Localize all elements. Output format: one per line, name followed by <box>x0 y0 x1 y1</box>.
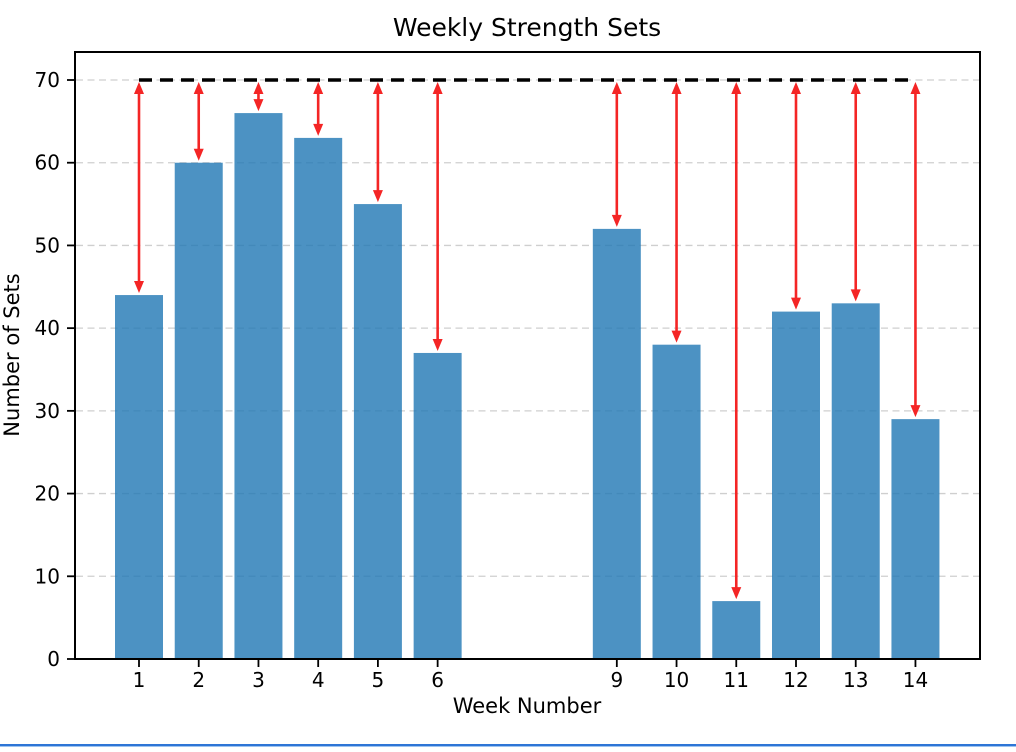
y-tick-label-10: 10 <box>35 564 60 588</box>
bar-week-5 <box>353 204 402 660</box>
bar-week-3 <box>234 113 283 660</box>
chart-title: Weekly Strength Sets <box>393 13 661 42</box>
x-tick-label-9: 9 <box>610 668 623 692</box>
y-tick-label-60: 60 <box>35 151 60 175</box>
bar-week-13 <box>831 303 880 659</box>
arrow-week-11 <box>731 82 742 600</box>
bar-week-2 <box>174 162 223 659</box>
arrow-week-2 <box>193 82 204 161</box>
bar-week-4 <box>294 137 343 659</box>
tick-marks <box>67 79 917 667</box>
x-tick-label-4: 4 <box>312 668 325 692</box>
arrow-week-10 <box>671 82 682 343</box>
x-tick-label-10: 10 <box>664 668 689 692</box>
bottom-accent-line <box>0 744 1016 746</box>
arrow-week-6 <box>432 82 443 351</box>
deficit-arrows <box>134 82 921 600</box>
y-tick-label-0: 0 <box>47 647 60 671</box>
arrow-week-4 <box>313 82 324 136</box>
y-tick-label-40: 40 <box>35 316 60 340</box>
x-tick-label-5: 5 <box>372 668 385 692</box>
x-tick-labels: 1 2 3 4 5 6 9 10 11 12 13 14 <box>133 668 929 692</box>
bar-week-10 <box>652 344 701 659</box>
x-tick-label-11: 11 <box>724 668 749 692</box>
bar-week-11 <box>712 601 761 659</box>
x-tick-label-2: 2 <box>192 668 205 692</box>
arrow-week-9 <box>611 82 622 227</box>
y-axis-label: Number of Sets <box>0 273 24 436</box>
y-tick-label-30: 30 <box>35 399 60 423</box>
bottom-accent-line-soft <box>0 746 1016 747</box>
bar-week-12 <box>771 311 820 659</box>
bars <box>115 113 940 660</box>
x-tick-label-12: 12 <box>783 668 808 692</box>
y-tick-label-70: 70 <box>35 68 60 92</box>
axes-frame <box>74 51 981 660</box>
arrow-week-1 <box>134 82 144 294</box>
arrow-week-3 <box>253 82 264 112</box>
x-tick-label-6: 6 <box>431 668 444 692</box>
x-axis-label: Week Number <box>453 694 602 718</box>
bar-week-14 <box>891 419 940 659</box>
arrow-week-14 <box>910 82 921 418</box>
bar-week-1 <box>115 295 163 659</box>
x-tick-label-3: 3 <box>252 668 265 692</box>
arrow-week-12 <box>790 82 801 310</box>
arrow-week-13 <box>850 82 861 302</box>
y-tick-label-50: 50 <box>35 233 60 257</box>
y-tick-labels: 0 10 20 30 40 50 60 70 <box>35 68 60 671</box>
x-tick-label-13: 13 <box>843 668 868 692</box>
bar-week-6 <box>413 352 462 659</box>
x-tick-label-14: 14 <box>903 668 928 692</box>
y-tick-label-20: 20 <box>35 482 60 506</box>
arrow-week-5 <box>372 82 383 203</box>
bar-week-9 <box>592 228 641 659</box>
x-tick-label-1: 1 <box>133 668 146 692</box>
